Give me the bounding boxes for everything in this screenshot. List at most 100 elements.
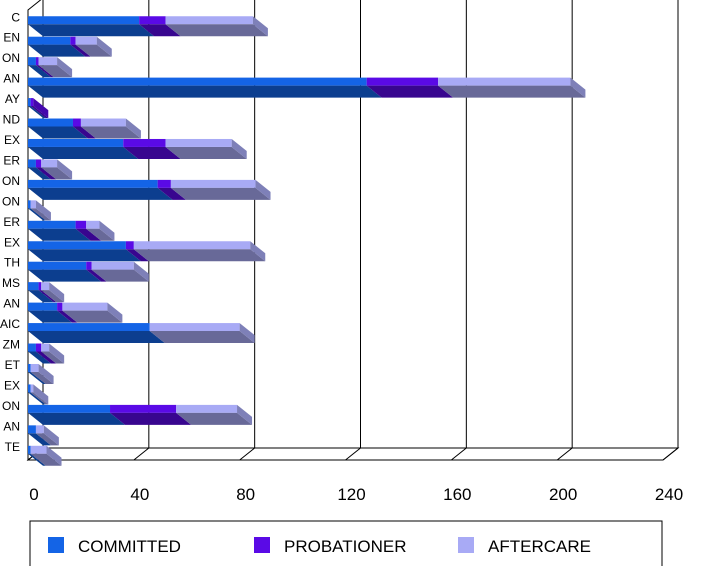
bar-committed-18 (28, 384, 31, 393)
category-label-fragment: ON (2, 399, 20, 413)
x-tick-label: 160 (443, 485, 471, 504)
bar-probationer-5 (72, 118, 81, 127)
bar-probationer-8 (157, 179, 171, 188)
bar-aftercare-0 (165, 16, 253, 25)
bar-probationer-19 (110, 404, 177, 413)
bar-aftercare-20 (35, 425, 44, 434)
bar-aftercare-12 (91, 261, 134, 270)
category-label-fragment: ZM (3, 338, 20, 352)
bar-aftercare-7 (41, 159, 58, 168)
bar-committed-3 (28, 77, 367, 86)
bar-probationer-12 (86, 261, 92, 270)
gridline-120 (345, 0, 361, 461)
category-label-fragment: AN (3, 297, 20, 311)
bar-probationer-3 (366, 77, 439, 86)
bar-aftercare-2 (38, 57, 58, 66)
bar-committed-8 (28, 179, 158, 188)
bar-probationer-1 (70, 36, 76, 45)
bar-committed-2 (28, 57, 36, 66)
category-label-fragment: AY (5, 92, 20, 106)
category-label-fragment: AN (3, 72, 20, 86)
bar-committed-10 (28, 220, 76, 229)
bar-aftercare-18 (30, 384, 34, 393)
bar-committed-7 (28, 159, 36, 168)
category-label-fragment: ON (2, 174, 20, 188)
bar-committed-14 (28, 302, 58, 311)
bar-probationer-13 (38, 282, 42, 291)
bar-aftercare-6 (165, 138, 232, 147)
category-label-fragment: ON (2, 51, 20, 65)
bar-probationer-0 (139, 16, 166, 25)
category-label-fragment: AIC (0, 317, 20, 331)
bar-committed-21 (28, 445, 31, 454)
bar-aftercare-11 (133, 241, 251, 250)
bar-aftercare-15 (149, 323, 240, 332)
category-label-fragment: AN (3, 419, 20, 433)
bar-probationer-6 (123, 138, 166, 147)
bar-probationer-7 (35, 159, 42, 168)
bar-aftercare-13 (41, 282, 50, 291)
bar-aftercare-9 (30, 200, 36, 209)
bar-committed-12 (28, 261, 87, 270)
legend-label-aftercare: AFTERCARE (488, 537, 591, 556)
gridline-200 (556, 0, 573, 461)
bar-committed-17 (28, 363, 31, 372)
legend-swatch-aftercare (458, 537, 474, 553)
category-label-fragment: ON (2, 194, 20, 208)
x-tick-label: 80 (236, 485, 255, 504)
x-tick-label: 200 (549, 485, 577, 504)
category-label-fragment: ET (5, 358, 21, 372)
x-tick-label: 40 (130, 485, 149, 504)
category-label-fragment: ER (3, 215, 20, 229)
bar-aftercare-1 (75, 36, 97, 45)
bar-aftercare-14 (62, 302, 108, 311)
bar-probationer-2 (35, 57, 39, 66)
legend-swatch-committed (48, 537, 64, 553)
bar-probationer-16 (35, 343, 42, 352)
bar-committed-11 (28, 241, 126, 250)
bar-aftercare-16 (41, 343, 50, 352)
legend-label-committed: COMMITTED (78, 537, 181, 556)
bar-committed-0 (28, 16, 140, 25)
x-tick-label: 120 (337, 485, 365, 504)
gridline-240 (662, 0, 679, 461)
bar-committed-9 (28, 200, 31, 209)
bar-committed-4 (28, 98, 31, 107)
bar-committed-20 (28, 425, 36, 434)
bar-probationer-11 (125, 241, 134, 250)
bar-aftercare-19 (176, 404, 238, 413)
bar-aftercare-8 (170, 179, 256, 188)
bar-committed-19 (28, 404, 111, 413)
bar-probationer-10 (75, 220, 87, 229)
bar-probationer-4 (30, 98, 34, 107)
category-label-fragment: EX (4, 235, 20, 249)
category-label-fragment: EX (4, 378, 20, 392)
bar-probationer-14 (57, 302, 63, 311)
category-label-fragment: TH (4, 256, 20, 270)
category-label-fragment: EX (4, 133, 20, 147)
bar-aftercare-21 (30, 445, 47, 454)
category-label-fragment: TE (5, 440, 20, 454)
category-label-fragment: ND (3, 113, 21, 127)
x-tick-label: 0 (29, 485, 38, 504)
legend-label-probationer: PROBATIONER (284, 537, 406, 556)
bar-committed-5 (28, 118, 73, 127)
legend-swatch-probationer (254, 537, 270, 553)
category-label-fragment: EN (3, 31, 20, 45)
bar-committed-16 (28, 343, 36, 352)
legend (29, 520, 663, 566)
bar-committed-1 (28, 36, 71, 45)
bar-aftercare-17 (30, 363, 39, 372)
gridline-160 (451, 0, 467, 461)
bar-aftercare-3 (438, 77, 571, 86)
category-label-fragment: MS (2, 276, 20, 290)
bar-aftercare-5 (80, 118, 126, 127)
x-tick-label: 240 (655, 485, 683, 504)
bar-committed-6 (28, 138, 124, 147)
bar-committed-13 (28, 282, 39, 291)
bar-committed-15 (28, 323, 150, 332)
category-label-fragment: ER (3, 153, 20, 167)
bar-aftercare-10 (86, 220, 100, 229)
